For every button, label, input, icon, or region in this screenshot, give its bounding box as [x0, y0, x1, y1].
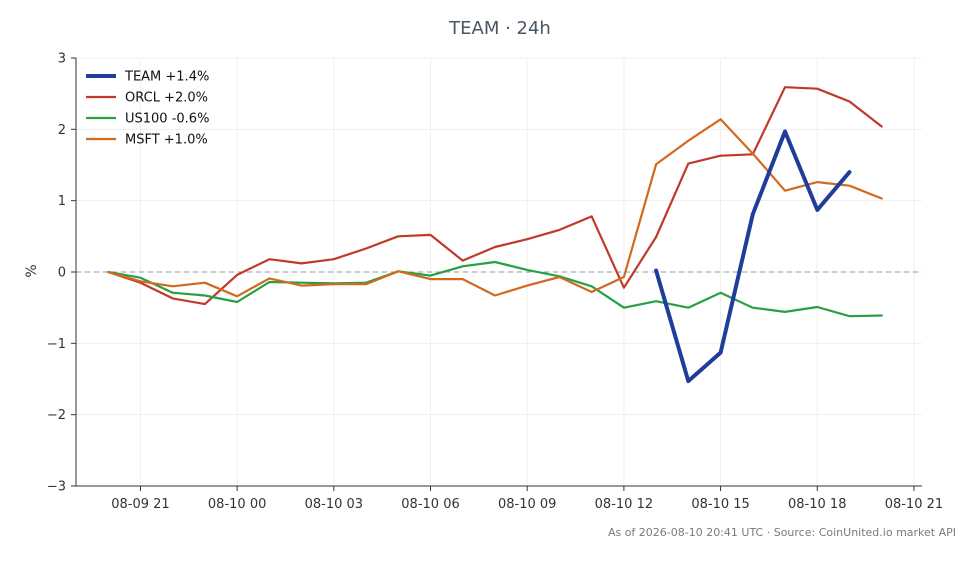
series-line-us100	[107, 260, 883, 318]
series-layer	[107, 86, 883, 384]
x-tick-label: 08-10 06	[401, 497, 459, 512]
legend-label-orcl: ORCL +2.0%	[125, 91, 208, 106]
legend-label-msft: MSFT +1.0%	[125, 133, 208, 148]
y-tick-label: −2	[47, 408, 66, 423]
series-line-team	[654, 129, 852, 384]
x-tick-label: 08-10 12	[595, 497, 653, 512]
y-axis-ticks: 3 2 1 0 −1 −2 −3	[47, 52, 76, 495]
legend-label-us100: US100 -0.6%	[125, 112, 209, 127]
y-axis-label: %	[24, 264, 40, 277]
x-tick-label: 08-10 00	[208, 497, 266, 512]
x-tick-label: 08-10 09	[498, 497, 556, 512]
x-tick-label: 08-10 15	[691, 497, 749, 512]
series-line-msft	[107, 118, 883, 298]
x-axis-ticks: 08-09 21 08-10 00 08-10 03 08-10 06 08-10 09…	[111, 486, 943, 512]
y-tick-label: 3	[58, 52, 66, 67]
x-tick-label: 08-10 18	[788, 497, 846, 512]
y-tick-label: 0	[58, 266, 66, 281]
x-tick-label: 08-10 21	[885, 497, 943, 512]
x-tick-label: 08-10 03	[305, 497, 363, 512]
legend: TEAM +1.4% ORCL +2.0% US100 -0.6% MSFT +1.0…	[86, 70, 209, 148]
x-tick-label: 08-09 21	[111, 497, 169, 512]
legend-label-team: TEAM +1.4%	[124, 70, 209, 85]
y-tick-label: 2	[58, 123, 66, 138]
source-footer: As of 2026-08-10 20:41 UTC · Source: Coi…	[607, 526, 956, 539]
y-tick-label: 1	[58, 194, 66, 209]
chart-title: TEAM · 24h	[449, 18, 551, 39]
y-tick-label: −3	[47, 480, 66, 495]
y-tick-label: −1	[47, 337, 66, 352]
